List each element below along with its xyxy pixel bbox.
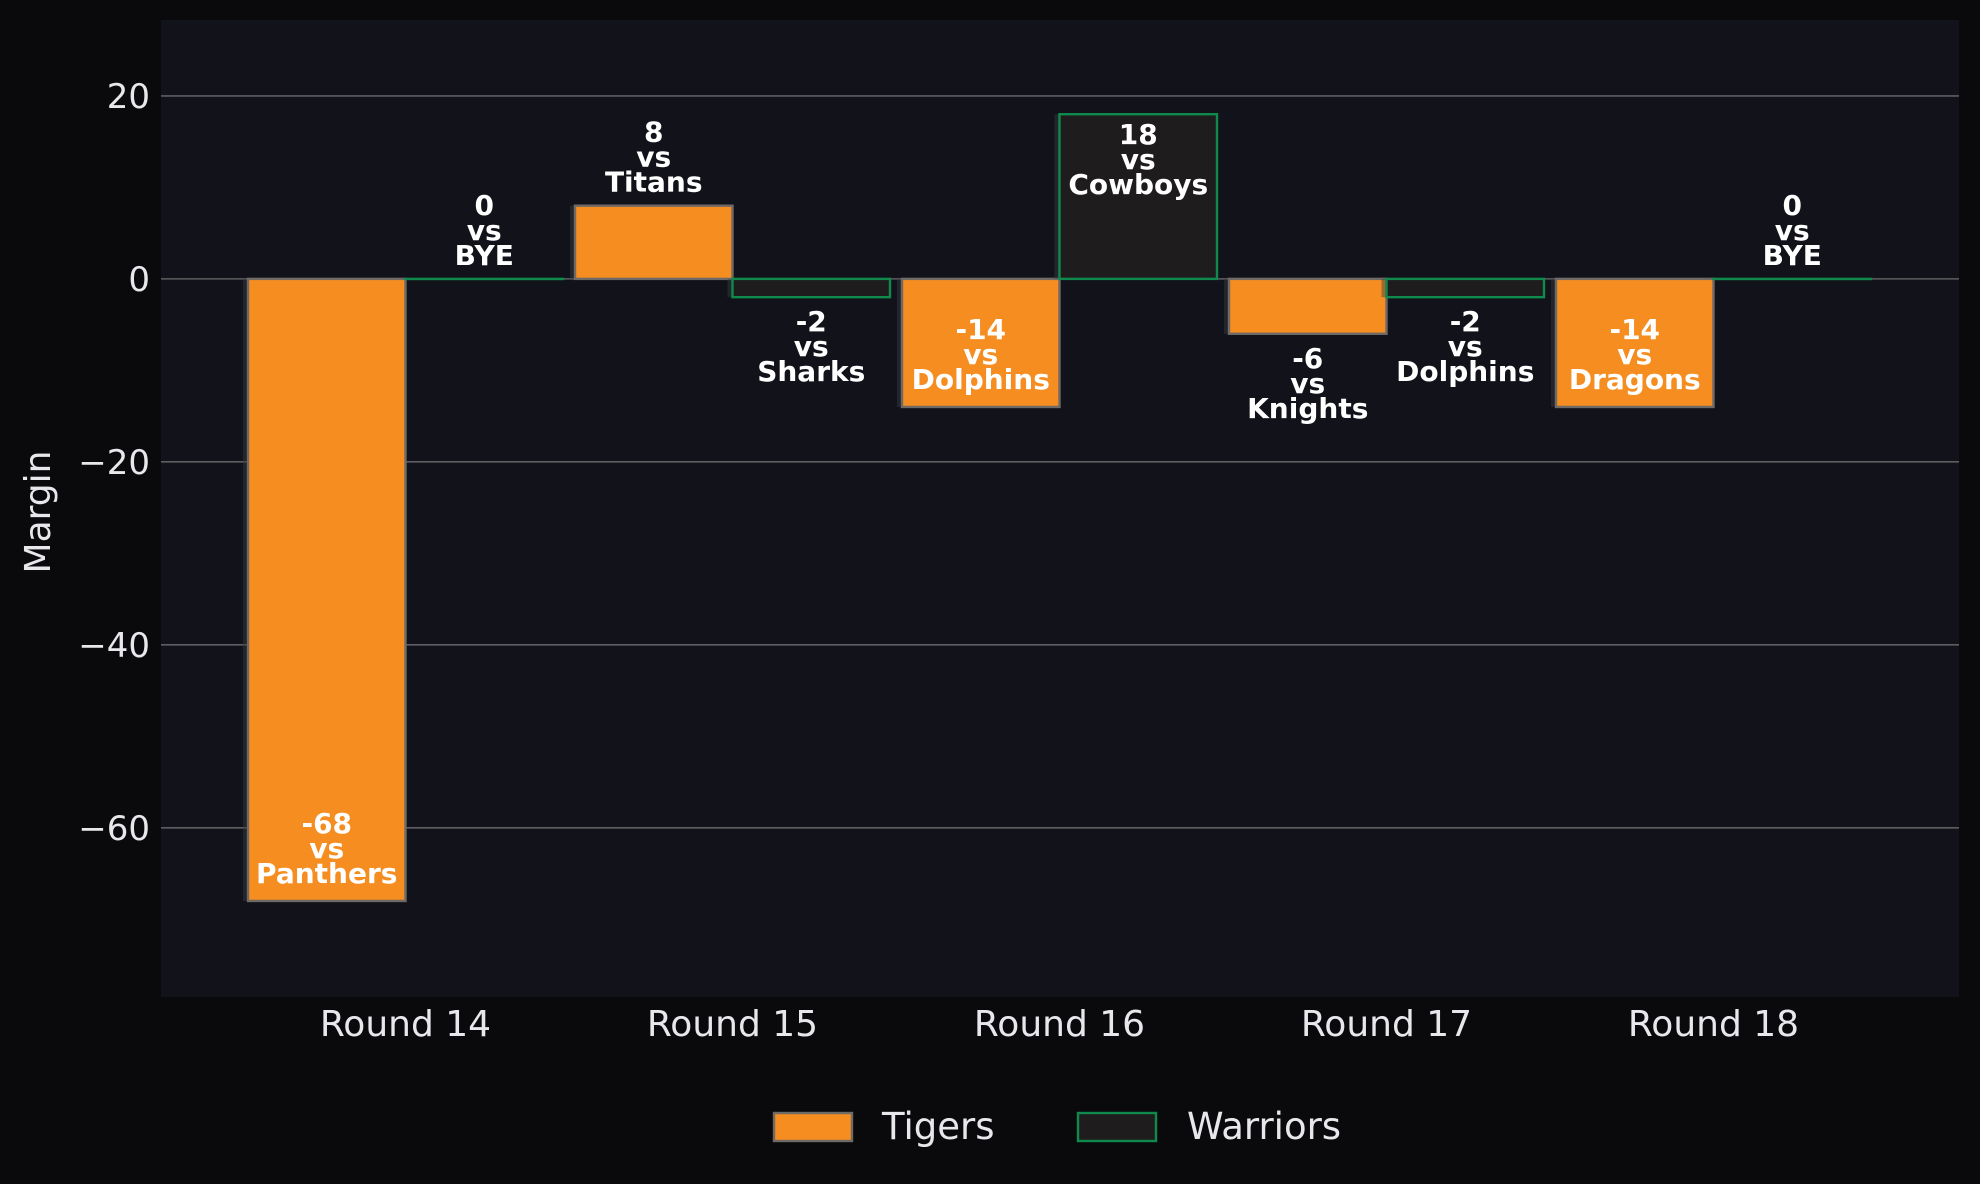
- bar-tigers-round-17: [1227, 277, 1388, 335]
- bar-vs-label: vs: [1121, 143, 1156, 176]
- bar-warriors-round-16: [1058, 113, 1219, 281]
- legend-label-warriors: Warriors: [1187, 1105, 1341, 1148]
- legend: Tigers Warriors: [772, 1105, 1341, 1148]
- y-tick-label: 0: [128, 260, 150, 300]
- bar-value-label: 8: [644, 116, 663, 149]
- bar-value-label: 0: [1783, 189, 1802, 222]
- bar-opponent-label: Titans: [605, 166, 703, 199]
- bar-vs-label: vs: [467, 214, 502, 247]
- bar-vs-label: vs: [1290, 367, 1325, 400]
- legend-swatch-tigers: [772, 1111, 854, 1143]
- bar-vs-label: vs: [636, 141, 671, 174]
- bar-opponent-label: Panthers: [256, 857, 397, 890]
- bars: [243, 113, 1873, 903]
- legend-label-tigers: Tigers: [881, 1105, 994, 1148]
- bar-tigers-round-15: [573, 204, 734, 281]
- bar-tigers-round-14: [246, 277, 407, 903]
- bar-value-label: -6: [1292, 342, 1323, 375]
- x-tick-label: Round 14: [320, 1004, 491, 1045]
- y-tick-label: −60: [78, 809, 150, 849]
- bar-tigers-round-18: [1554, 277, 1715, 409]
- bar-value-label: -14: [955, 313, 1006, 346]
- bar-opponent-label: Dolphins: [1396, 355, 1534, 388]
- bar-opponent-label: Cowboys: [1068, 168, 1208, 201]
- y-axis-ticks: 20 0 −20 −40 −60: [78, 77, 150, 849]
- bar-vs-label: vs: [963, 338, 998, 371]
- bar-warriors-round-17: [1385, 277, 1546, 299]
- bar-vs-label: vs: [1775, 214, 1810, 247]
- bar-vs-label: vs: [794, 330, 829, 363]
- y-tick-label: −20: [78, 443, 150, 483]
- bar-value-label: 18: [1119, 118, 1158, 151]
- bar-value-label: 0: [475, 189, 494, 222]
- y-axis-label: Margin: [18, 451, 59, 574]
- bar-opponent-label: BYE: [1763, 239, 1822, 272]
- bar-labels: -68vsPanthers8vsTitans-14vsDolphins-6vsK…: [256, 116, 1822, 890]
- bar-opponent-label: Knights: [1247, 392, 1368, 425]
- bar-opponent-label: Sharks: [757, 355, 865, 388]
- x-tick-label: Round 16: [974, 1004, 1145, 1045]
- bar-warriors-round-15: [731, 277, 892, 299]
- y-tick-label: −40: [78, 626, 150, 666]
- bar-tigers-round-16: [900, 277, 1061, 409]
- bar-value-label: -68: [301, 807, 352, 840]
- x-axis-ticks: Round 14 Round 15 Round 16 Round 17 Round 18: [320, 1004, 1799, 1045]
- y-tick-label: 20: [107, 77, 150, 117]
- x-tick-label: Round 17: [1301, 1004, 1472, 1045]
- x-tick-label: Round 15: [647, 1004, 818, 1045]
- bar-value-label: -14: [1609, 313, 1660, 346]
- bar-vs-label: vs: [1448, 330, 1483, 363]
- bar-opponent-label: BYE: [455, 239, 514, 272]
- bar-opponent-label: Dolphins: [912, 363, 1050, 396]
- bar-opponent-label: Dragons: [1569, 363, 1701, 396]
- legend-swatch-warriors: [1076, 1111, 1158, 1143]
- bar-value-label: -2: [1450, 305, 1481, 338]
- bar-vs-label: vs: [1617, 338, 1652, 371]
- bar-value-label: -2: [796, 305, 827, 338]
- bar-vs-label: vs: [309, 832, 344, 865]
- x-tick-label: Round 18: [1628, 1004, 1799, 1045]
